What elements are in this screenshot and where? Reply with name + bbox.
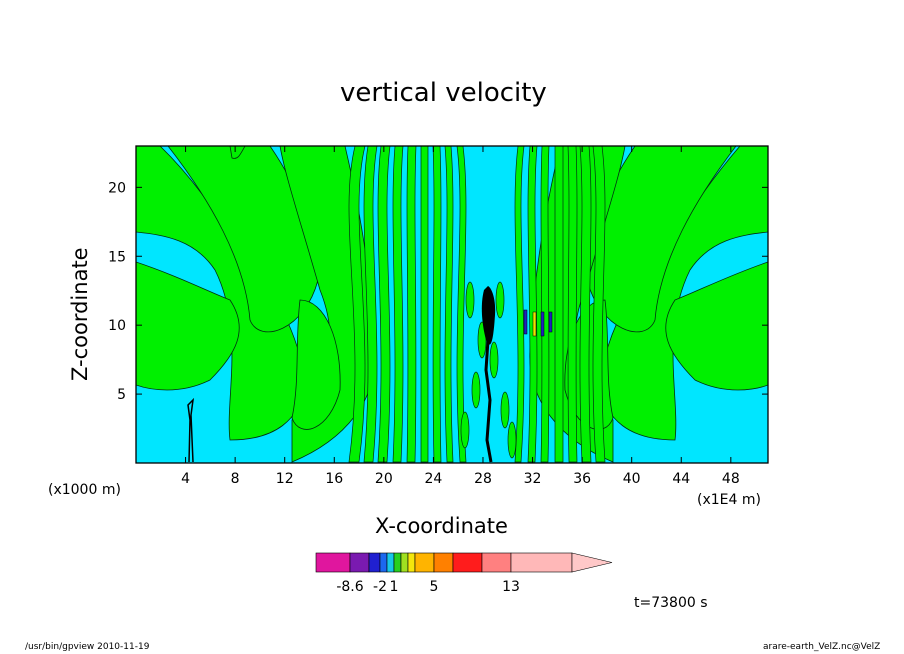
x-axis: 4 8 12 16 20 24 28 32 36 40 44 48 [181,146,740,487]
positive-region [665,261,768,391]
colorbar-tick-label: 13 [502,579,520,595]
y-axis: 5 10 15 20 [108,180,768,403]
y-tick-label: 15 [108,249,126,265]
x-tick-label: 20 [375,471,393,487]
positive-band [514,146,525,463]
x-tick-label: 36 [573,471,591,487]
x-tick-label: 16 [325,471,343,487]
positive-band [444,146,454,463]
x-tick-label: 44 [672,471,690,487]
x-tick-label: 40 [623,471,641,487]
time-label: t=73800 s [634,595,708,611]
colorbar-segment [368,552,381,573]
y-tick-label: 10 [108,318,126,334]
wave-cell [523,309,528,335]
y-tick-label: 5 [117,387,126,403]
positive-band [392,146,404,463]
wave-cell [548,311,553,333]
x-tick-label: 4 [181,471,190,487]
wave-cell [540,311,545,337]
positive-band [540,146,550,463]
positive-cell [489,341,499,379]
contour-field [136,146,768,463]
positive-cell [495,281,505,319]
positive-region [291,299,341,430]
positive-band [420,146,429,463]
y-tick-label: 20 [108,180,126,196]
colorbar-segment [379,552,388,573]
x-axis-unit-left: (x1000 m) [48,482,121,498]
positive-region [136,261,240,391]
positive-band [348,146,366,463]
colorbar-segment [400,552,409,573]
positive-band [554,146,564,463]
positive-cell [460,411,470,449]
colorbar-segment [481,552,512,573]
x-axis-label: X-coordinate [375,514,508,538]
positive-band [456,146,467,463]
colorbar-segment [386,552,395,573]
colorbar: -8.6 -2 1 5 13 [315,552,613,595]
positive-band [579,146,592,463]
positive-band [432,146,442,463]
colorbar-segment [315,552,351,573]
updraft-column [484,339,493,463]
colorbar-tick-label: -8.6 [336,579,363,595]
colorbar-tick-label: 1 [390,579,399,595]
colorbar-tick-label: 5 [430,579,439,595]
colorbar-segment [414,552,435,573]
x-tick-label: 8 [231,471,240,487]
positive-band [363,146,378,463]
colorbar-arrow [571,552,613,573]
wave-cell [532,311,537,337]
x-tick-label: 28 [474,471,492,487]
positive-band [377,146,391,463]
surface-feature [187,397,195,463]
x-axis-unit-right: (x1E4 m) [697,492,761,508]
x-tick-label: 12 [276,471,294,487]
positive-band [567,146,578,463]
x-tick-label: 48 [722,471,740,487]
positive-band [406,146,417,463]
plot-frame [135,145,769,464]
colorbar-segment [407,552,416,573]
colorbar-tick-label: -2 [373,579,387,595]
y-axis-label: Z-coordinate [68,247,92,381]
updraft-core [481,286,496,345]
chart-title: vertical velocity [340,78,547,108]
positive-cell [507,421,517,459]
colorbar-segment [393,552,402,573]
colorbar-segment [510,552,573,573]
positive-cell [471,371,481,409]
positive-band [527,146,538,463]
positive-cell [500,391,510,429]
colorbar-segment [433,552,454,573]
positive-cell [465,281,475,319]
colorbar-segment [349,552,370,573]
footer-file-variable: arare-earth_VelZ.nc@VelZ [763,642,881,652]
x-tick-label: 32 [524,471,542,487]
x-tick-label: 24 [424,471,442,487]
colorbar-segment [452,552,483,573]
footer-program-date: /usr/bin/gpview 2010-11-19 [25,642,150,652]
positive-band [592,146,606,463]
